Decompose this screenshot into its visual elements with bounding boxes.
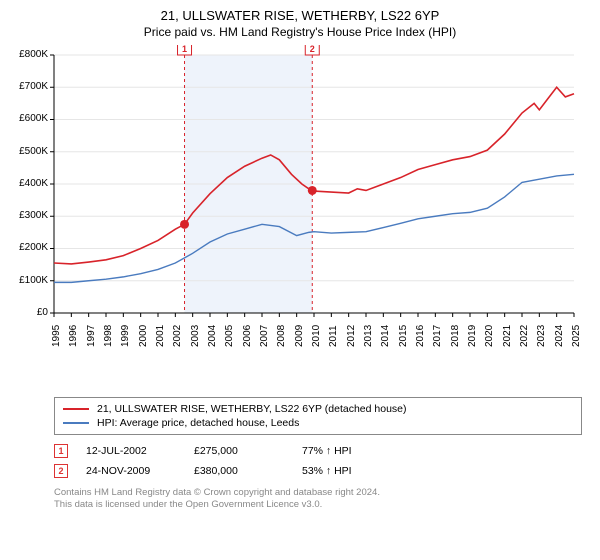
x-axis-label: 2014 <box>380 325 391 347</box>
x-axis-label: 2005 <box>224 325 235 347</box>
sale-price: £275,000 <box>194 445 284 457</box>
x-axis-label: 2018 <box>450 325 461 347</box>
y-axis-label: £500K <box>19 146 48 157</box>
x-axis-label: 1996 <box>68 325 79 347</box>
x-axis-label: 2002 <box>172 325 183 347</box>
x-axis-label: 2003 <box>190 325 201 347</box>
x-axis-label: 2012 <box>346 325 357 347</box>
y-axis-label: £100K <box>19 275 48 286</box>
footnote-line: Contains HM Land Registry data © Crown c… <box>54 487 582 499</box>
svg-text:2: 2 <box>310 45 315 54</box>
x-axis-label: 2000 <box>138 325 149 347</box>
x-axis-label: 2024 <box>554 325 565 347</box>
x-axis-label: 2025 <box>571 325 582 347</box>
x-axis-label: 1999 <box>120 325 131 347</box>
x-axis-label: 2022 <box>519 325 530 347</box>
chart-title: 21, ULLSWATER RISE, WETHERBY, LS22 6YP <box>10 8 590 25</box>
x-axis-label: 2007 <box>259 325 270 347</box>
x-axis-label: 2020 <box>484 325 495 347</box>
x-axis-label: 2001 <box>155 325 166 347</box>
sale-price: £380,000 <box>194 465 284 477</box>
x-axis-label: 1998 <box>103 325 114 347</box>
sale-row: 1 12-JUL-2002 £275,000 77% ↑ HPI <box>54 441 582 461</box>
sale-delta: 53% ↑ HPI <box>302 465 392 477</box>
sale-marker: 1 <box>54 444 68 458</box>
legend-swatch <box>63 422 89 424</box>
x-axis-label: 2011 <box>328 325 339 347</box>
sale-delta: 77% ↑ HPI <box>302 445 392 457</box>
chart-area: 12 £0£100K£200K£300K£400K£500K£600K£700K… <box>10 45 590 389</box>
x-axis-label: 2013 <box>363 325 374 347</box>
x-axis-label: 2023 <box>536 325 547 347</box>
sale-row: 2 24-NOV-2009 £380,000 53% ↑ HPI <box>54 461 582 481</box>
x-axis-label: 2006 <box>242 325 253 347</box>
x-axis-label: 2008 <box>276 325 287 347</box>
y-axis-label: £600K <box>19 113 48 124</box>
x-axis-label: 2004 <box>207 325 218 347</box>
y-axis-label: £0 <box>37 307 48 318</box>
line-chart: 12 <box>10 45 590 355</box>
chart-subtitle: Price paid vs. HM Land Registry's House … <box>10 25 590 39</box>
legend-item: 21, ULLSWATER RISE, WETHERBY, LS22 6YP (… <box>63 402 573 416</box>
x-axis-label: 1995 <box>51 325 62 347</box>
x-axis-label: 2019 <box>467 325 478 347</box>
y-axis-label: £300K <box>19 210 48 221</box>
legend-label: HPI: Average price, detached house, Leed… <box>97 417 299 429</box>
sales-table: 1 12-JUL-2002 £275,000 77% ↑ HPI 2 24-NOV-200… <box>54 441 582 481</box>
footnote: Contains HM Land Registry data © Crown c… <box>54 487 582 512</box>
x-axis-label: 2015 <box>398 325 409 347</box>
legend: 21, ULLSWATER RISE, WETHERBY, LS22 6YP (… <box>54 397 582 435</box>
y-axis-label: £800K <box>19 49 48 60</box>
x-axis-label: 2021 <box>502 325 513 347</box>
x-axis-label: 2017 <box>432 325 443 347</box>
sale-marker: 2 <box>54 464 68 478</box>
legend-label: 21, ULLSWATER RISE, WETHERBY, LS22 6YP (… <box>97 403 407 415</box>
x-axis-label: 2009 <box>294 325 305 347</box>
y-axis-label: £700K <box>19 81 48 92</box>
y-axis-label: £400K <box>19 178 48 189</box>
footnote-line: This data is licensed under the Open Gov… <box>54 499 582 511</box>
svg-text:1: 1 <box>182 45 187 54</box>
legend-swatch <box>63 408 89 410</box>
sale-date: 24-NOV-2009 <box>86 465 176 477</box>
sale-date: 12-JUL-2002 <box>86 445 176 457</box>
x-axis-label: 2010 <box>311 325 322 347</box>
x-axis-label: 2016 <box>415 325 426 347</box>
legend-item: HPI: Average price, detached house, Leed… <box>63 416 573 430</box>
y-axis-label: £200K <box>19 242 48 253</box>
x-axis-label: 1997 <box>86 325 97 347</box>
